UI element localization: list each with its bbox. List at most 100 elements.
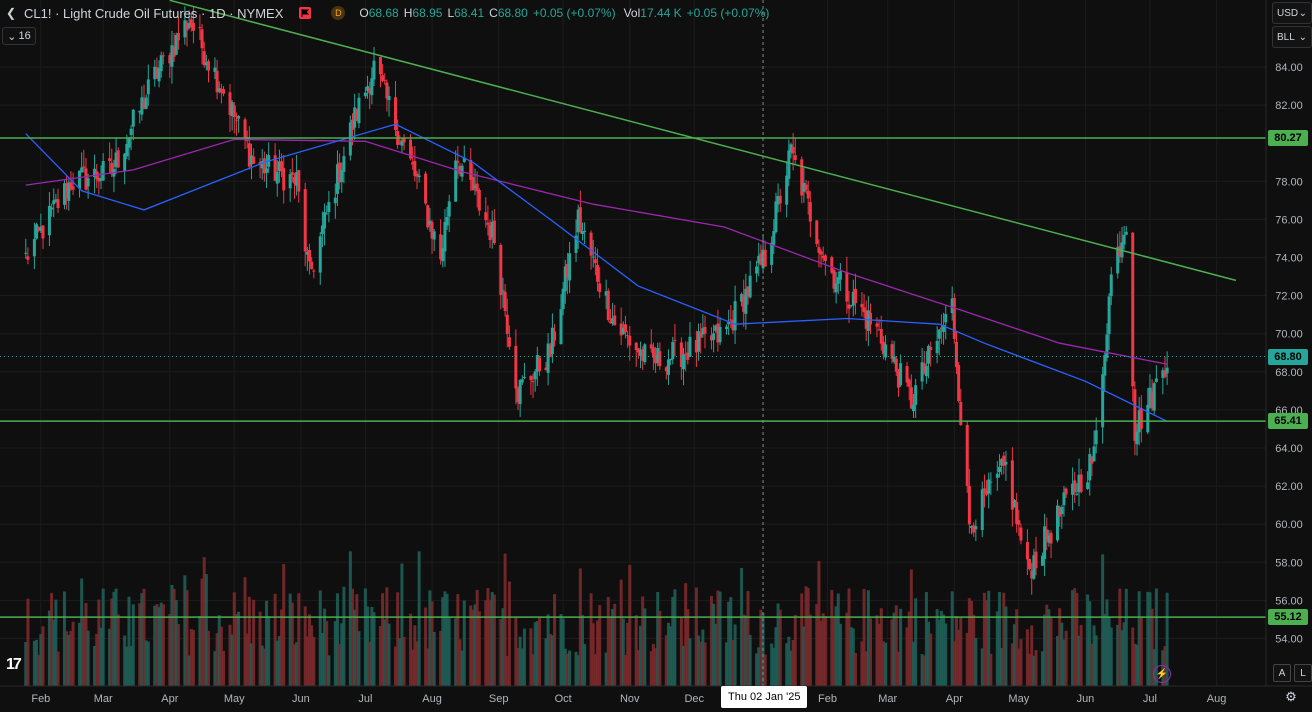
candle-body [1101,374,1105,428]
candle-body [548,344,552,358]
candle-body [1154,378,1158,382]
candle-body [716,323,720,343]
candle-body [327,202,331,212]
volume-bar [1077,635,1081,686]
volume-bar [636,650,640,686]
price-axis [1266,0,1312,686]
volume-bar [275,640,279,686]
candle-body [606,290,610,320]
candle-body [161,55,165,57]
month-tick-label: Sep [489,693,509,705]
volume-bar [292,644,296,686]
volume-bar [426,648,430,686]
indicators-toggle[interactable]: ⌄ 16 [2,27,36,45]
collapse-legend-button[interactable]: ❮ [5,6,17,20]
volume-bar [772,647,776,686]
candle-body [486,222,490,225]
candle-body [146,79,150,95]
candle-body [892,356,896,362]
price-tick-label: 84.00 [1275,62,1303,74]
candle-body [591,256,595,258]
candle-body [800,159,804,196]
unit-select[interactable]: BLL ⌄ [1272,26,1312,48]
volume-bar [138,603,142,686]
volume-bar [744,615,748,686]
log-scale-button[interactable]: L [1294,664,1312,682]
volume-bar [71,621,75,686]
lightning-icon[interactable]: ⚡ [1153,665,1171,683]
candle-body [920,362,924,382]
gear-icon[interactable]: ⚙ [1285,689,1297,704]
volume-bar [170,584,174,686]
volume-bar [1062,639,1066,686]
candle-body [909,387,913,409]
tradingview-logo-icon[interactable]: 17 [6,656,22,673]
candle-body [1107,296,1111,335]
volume-bar [477,611,481,686]
candle-body [97,177,101,182]
candle-body [123,153,127,171]
volume-bar [578,568,582,686]
volume-bar [866,590,870,686]
volume-bar [443,591,447,686]
chevron-down-icon: ⌄ [1298,31,1307,43]
volume-bar [378,626,382,686]
candle-body [477,189,481,211]
currency-select[interactable]: USD ⌄ [1272,2,1312,24]
candle-body [905,366,909,383]
candle-body [634,342,638,351]
volume-bar [47,610,51,686]
price-tick-label: 72.00 [1275,291,1303,303]
symbol-title[interactable]: CL1! · Light Crude Oil Futures · 1D · NY… [24,5,284,21]
volume-bar [280,609,284,686]
volume-bar [101,588,105,686]
candle-body [335,164,339,194]
volume-bar [1154,588,1158,686]
candle-body [1062,492,1066,506]
chevron-down-icon: ⌄ [1298,7,1307,19]
candle-body [172,47,176,57]
candle-body [757,255,761,263]
volume-bar [849,627,853,686]
candle-body [935,340,939,354]
volume-bar [561,618,565,686]
volume-bar [905,627,909,686]
candle-body [688,336,692,357]
candle-body [381,75,385,81]
volume-bar [864,651,868,686]
high-key: H [403,6,413,20]
candle-body [80,167,84,173]
flag-icon[interactable] [299,7,312,19]
candle-body [458,165,462,174]
volume-bar [538,617,542,686]
volume-bar [733,624,737,686]
candle-body [701,328,705,335]
volume-bar [93,645,97,686]
candle-body [1077,474,1081,493]
candle-body [806,190,810,199]
level-price-tag: 65.41 [1268,413,1308,430]
candle-body [1086,482,1090,489]
volume-bar [409,613,413,686]
volume-bar [634,615,638,686]
volume-bar [982,592,986,686]
candle-body [1015,502,1019,524]
candle-body [200,29,204,49]
volume-bar [613,603,617,686]
volume-bar [626,622,630,686]
volume-bar [694,587,698,686]
volume-bar [262,648,266,686]
candle-body [836,277,840,284]
data-badge[interactable]: D [331,6,346,20]
volume-bar [447,617,451,686]
volume-bar [146,641,150,686]
volume-bar [1105,599,1109,686]
candle-body [937,329,941,339]
volume-bar [505,655,509,686]
candle-body [972,525,976,533]
volume-bar [942,614,946,686]
volume-bar [219,626,223,686]
volume-bar [911,641,915,686]
auto-scale-button[interactable]: A [1273,664,1291,682]
